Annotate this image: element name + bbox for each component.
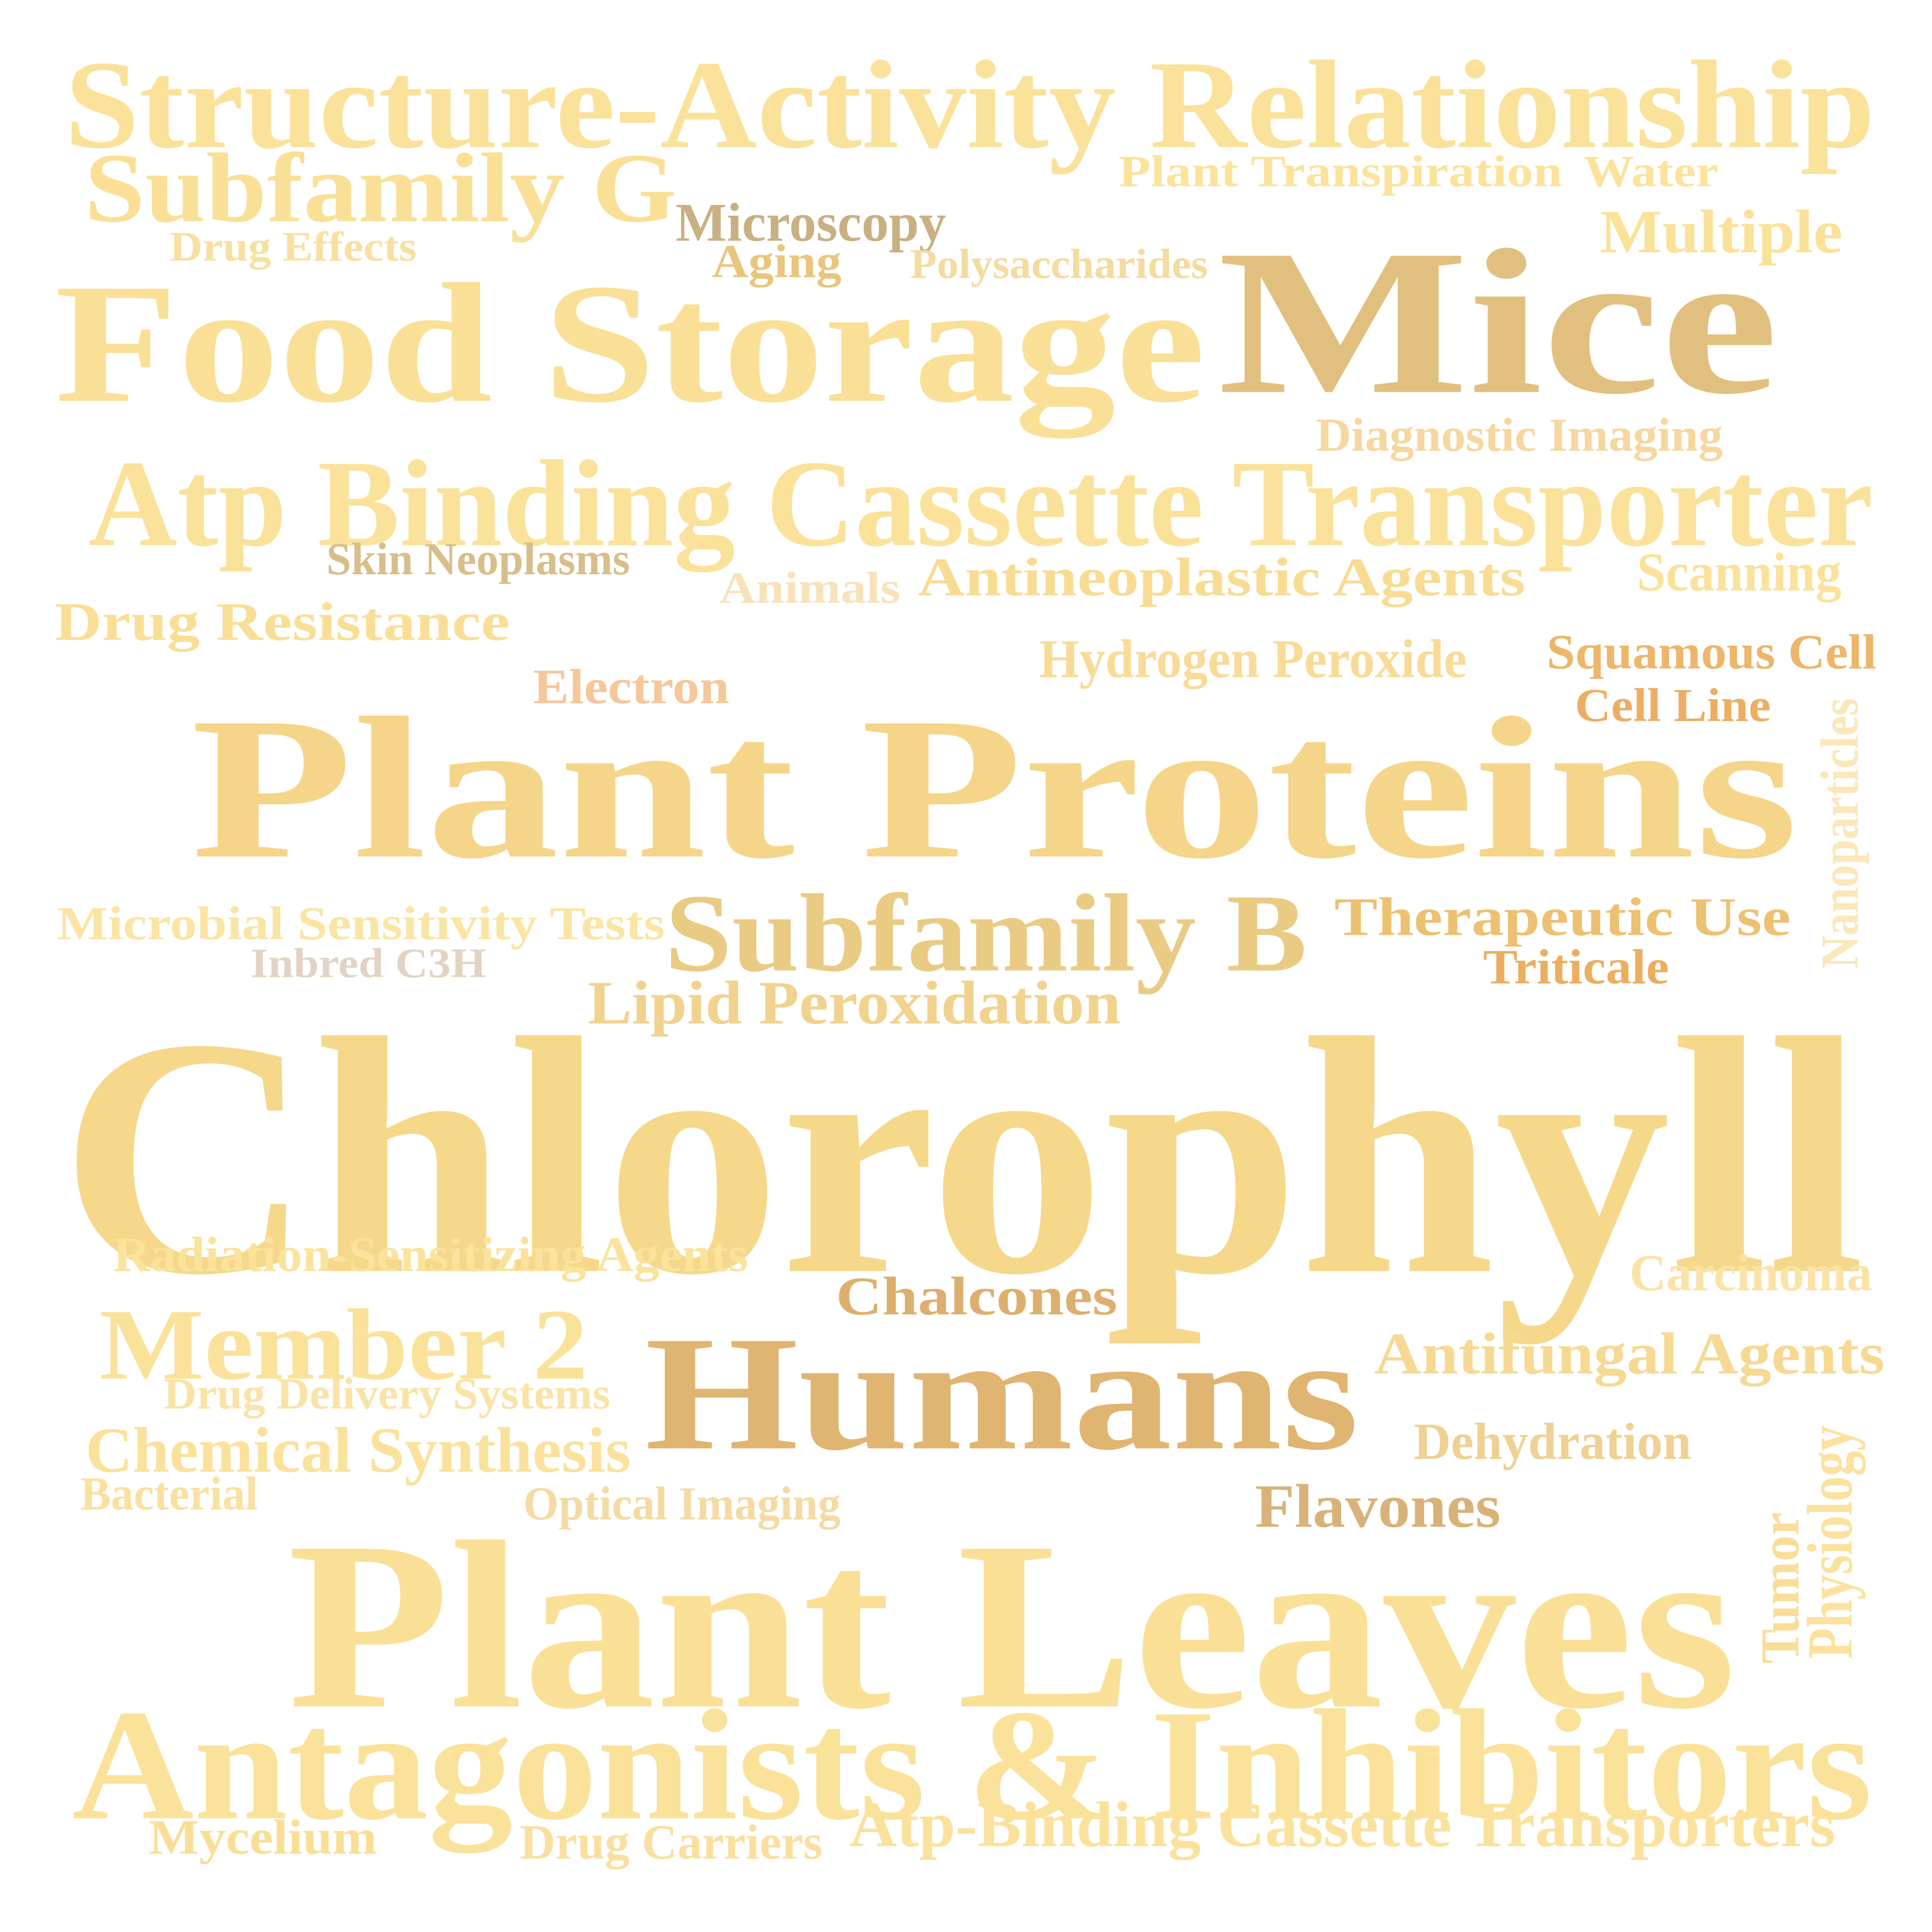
word-therapeutic-use: Therapeutic Use (1334, 887, 1791, 948)
word-dehydration: Dehydration (1414, 1413, 1691, 1471)
word-flavones: Flavones (1255, 1472, 1501, 1540)
word-multiple: Multiple (1600, 197, 1843, 266)
word-atp-binding-cassette-transporters: Atp-Binding Cassette Transporters (849, 1789, 1836, 1861)
word-carcinoma: Carcinoma (1629, 1244, 1872, 1302)
word-optical-imaging: Optical Imaging (523, 1477, 841, 1530)
word-nanoparticles: Nanoparticles (1809, 698, 1870, 968)
word-food-storage: Food Storage (55, 248, 1205, 438)
word-atp-binding-cassette-transporter: Atp Binding Cassette Transporter (88, 434, 1873, 572)
word-humans: Humans (645, 1303, 1359, 1484)
word-antifungal-agents: Antifungal Agents (1374, 1321, 1885, 1387)
word-water: Water (1583, 146, 1719, 196)
word-drug-effects: Drug Effects (170, 223, 417, 270)
word-mice: Mice (1218, 207, 1779, 438)
word-inbred-c3h: Inbred C3H (250, 939, 487, 987)
word-aging: Aging (712, 235, 842, 288)
word-electron: Electron (533, 659, 730, 715)
word-antineoplastic-agents: Antineoplastic Agents (918, 547, 1525, 608)
word-subfamily-g: Subfamily G (84, 133, 677, 243)
word-drug-carriers: Drug Carriers (520, 1814, 823, 1870)
word-polysaccharides: Polysaccharides (910, 240, 1208, 288)
word-microscopy: Microscopy (676, 192, 946, 253)
word-microbial-sensitivity-tests: Microbial Sensitivity Tests (57, 897, 665, 950)
word-lipid-peroxidation: Lipid Peroxidation (588, 968, 1121, 1037)
word-animals: Animals (719, 562, 900, 613)
word-mycelium: Mycelium (149, 1810, 377, 1865)
word-plant-leaves: Plant Leaves (288, 1492, 1737, 1759)
word-tumor: Tumor (1750, 1512, 1811, 1664)
word-chlorophyll: Chlorophyll (60, 968, 1865, 1345)
word-structure-activity-relationship: Structure-Activity Relationship (64, 35, 1875, 175)
word-cell-line: Cell Line (1575, 679, 1771, 732)
word-chemical-synthesis: Chemical Synthesis (85, 1414, 631, 1486)
word-triticale: Triticale (1483, 939, 1669, 995)
word-hydrogen-peroxide: Hydrogen Peroxide (1039, 629, 1467, 690)
word-drug-resistance: Drug Resistance (55, 592, 510, 653)
word-bacterial: Bacterial (80, 1467, 258, 1520)
word-drug-delivery-systems: Drug Delivery Systems (164, 1368, 611, 1419)
word-subfamily-b: Subfamily B (665, 871, 1308, 995)
word-diagnostic-imaging: Diagnostic Imaging (1316, 409, 1723, 462)
word-antagonists-inhibitors: Antagonists & Inhibitors (72, 1677, 1872, 1853)
word-chalcones: Chalcones (836, 1266, 1118, 1327)
word-plant-proteins: Plant Proteins (191, 675, 1798, 901)
word-scanning: Scanning (1637, 542, 1842, 603)
word-member-2: Member 2 (99, 1288, 588, 1401)
word-radiation-sensitizing-agents: Radiation-Sensitizing Agents (113, 1227, 748, 1282)
word-skin-neoplasms: Skin Neoplasms (326, 534, 630, 585)
word-plant-transpiration: Plant Transpiration (1119, 146, 1562, 196)
word-squamous-cell: Squamous Cell (1547, 624, 1877, 680)
